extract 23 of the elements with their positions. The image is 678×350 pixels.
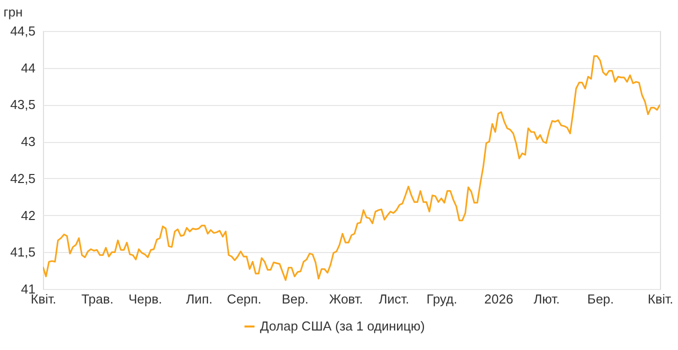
x-tick-label: Лип. bbox=[186, 292, 212, 306]
y-tick-label: 41,5 bbox=[10, 244, 36, 260]
x-tick-label: Черв. bbox=[128, 292, 162, 306]
x-tick-label: Вер. bbox=[282, 292, 308, 306]
y-tick-label: 44 bbox=[21, 60, 36, 76]
legend-label: Долар США (за 1 одиницю) bbox=[260, 318, 425, 334]
y-tick-label: 42,5 bbox=[10, 170, 36, 186]
x-tick-label: Квіт. bbox=[648, 292, 674, 306]
y-tick-label: 43,5 bbox=[10, 97, 36, 112]
x-tick-label: Серп. bbox=[226, 292, 262, 306]
x-tick-label: Лют. bbox=[534, 292, 560, 306]
y-tick-label: 44,5 bbox=[10, 24, 36, 38]
y-tick-label: 41 bbox=[21, 282, 36, 296]
y-tick-label: 43 bbox=[21, 134, 36, 150]
x-tick-label: Бер. bbox=[587, 292, 614, 306]
x-tick-label: Трав. bbox=[81, 292, 114, 306]
x-tick-label: 2026 bbox=[484, 292, 514, 306]
line-series bbox=[43, 55, 660, 281]
y-axis-title: грн bbox=[4, 4, 23, 20]
x-tick-label: Груд. bbox=[426, 292, 458, 306]
x-tick-label: Лист. bbox=[378, 292, 410, 306]
y-tick-label: 42 bbox=[21, 208, 36, 223]
x-tick-label: Жовт. bbox=[329, 292, 363, 306]
